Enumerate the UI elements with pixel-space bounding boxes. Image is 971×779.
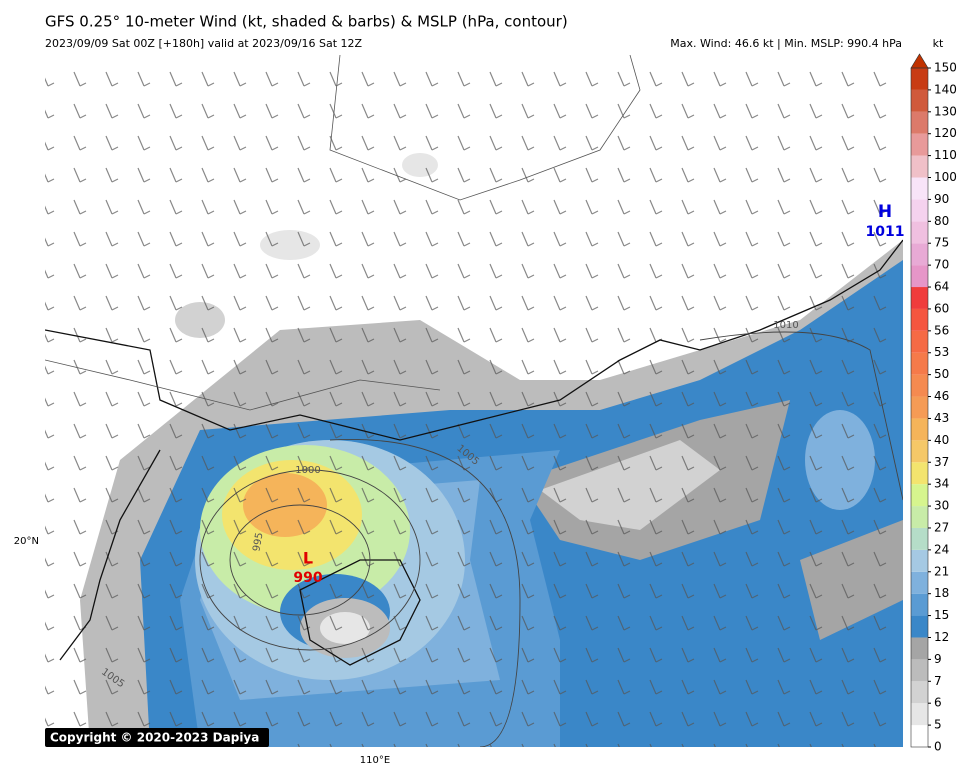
title: GFS 0.25° 10-meter Wind (kt, shaded & ba… [45, 13, 568, 31]
colorbar-segment [911, 68, 928, 90]
colorbar-label: 9 [934, 652, 942, 666]
colorbar-segment [911, 418, 928, 441]
colorbar-label: 37 [934, 455, 949, 469]
subtitle: 2023/09/09 Sat 00Z [+180h] valid at 2023… [45, 37, 363, 50]
colorbar-label: 46 [934, 389, 949, 403]
high-symbol: H [878, 202, 892, 222]
colorbar-segment [911, 265, 928, 288]
colorbar-segment [911, 506, 928, 528]
colorbar-label: 34 [934, 477, 949, 491]
colorbar-segment [911, 89, 928, 112]
colorbar: 0567912151821242730343740434650535660647… [910, 53, 957, 754]
colorbar-label: 60 [934, 301, 949, 315]
colorbar-label: 43 [934, 411, 949, 425]
colorbar-label: 150 [934, 61, 957, 75]
colorbar-label: 27 [934, 520, 949, 534]
map [45, 55, 903, 747]
lon-label: 110°E [360, 755, 390, 766]
colorbar-segment [911, 199, 928, 222]
colorbar-segment [911, 155, 928, 178]
colorbar-segment [911, 133, 928, 156]
colorbar-label: 140 [934, 82, 957, 96]
high-pressure: 1011 [866, 224, 905, 240]
colorbar-label: 75 [934, 236, 949, 250]
colorbar-label: 80 [934, 214, 949, 228]
colorbar-label: 21 [934, 564, 949, 578]
copyright: Copyright © 2020-2023 Dapiya [50, 731, 259, 745]
colorbar-segment [911, 637, 928, 660]
colorbar-label: 12 [934, 630, 949, 644]
colorbar-label: 6 [934, 696, 942, 710]
colorbar-segment [911, 396, 928, 419]
colorbar-label: 53 [934, 345, 949, 359]
contour-label: 1010 [773, 320, 798, 331]
colorbar-label: 130 [934, 104, 957, 118]
colorbar-segment [911, 308, 928, 331]
contour-label: 1000 [295, 465, 320, 476]
colorbar-label: 24 [934, 542, 949, 556]
colorbar-segment [911, 725, 928, 747]
colorbar-label: 50 [934, 367, 949, 381]
colorbar-segment [911, 221, 928, 244]
colorbar-segment [911, 462, 928, 485]
colorbar-label: 15 [934, 608, 949, 622]
colorbar-label: 56 [934, 323, 949, 337]
colorbar-segment [911, 374, 928, 397]
colorbar-segment [911, 615, 928, 638]
colorbar-extend [910, 53, 929, 69]
low-symbol: L [303, 549, 313, 568]
copyright-box [45, 728, 269, 747]
colorbar-label: 64 [934, 280, 949, 294]
contour-label: 995 [251, 532, 265, 553]
colorbar-segment [911, 549, 928, 572]
colorbar-label: 120 [934, 126, 957, 140]
colorbar-label: 90 [934, 192, 949, 206]
colorbar-label: 7 [934, 674, 942, 688]
colorbar-label: 110 [934, 148, 957, 162]
lat-label: 20°N [14, 536, 39, 547]
summary: Max. Wind: 46.6 kt | Min. MSLP: 990.4 hP… [670, 37, 902, 50]
colorbar-label: 100 [934, 170, 957, 184]
colorbar-segment [911, 659, 928, 682]
colorbar-label: 5 [934, 718, 942, 732]
low-pressure: 990 [293, 570, 322, 586]
colorbar-segment [911, 527, 928, 550]
colorbar-label: 40 [934, 433, 949, 447]
colorbar-segment [911, 177, 928, 200]
colorbar-label: 0 [934, 740, 942, 754]
colorbar-segment [911, 571, 928, 594]
colorbar-segment [911, 681, 928, 704]
colorbar-label: 30 [934, 499, 949, 513]
colorbar-segment [911, 352, 928, 375]
colorbar-segment [911, 111, 928, 134]
colorbar-segment [911, 440, 928, 463]
colorbar-segment [911, 330, 928, 353]
colorbar-segment [911, 593, 928, 616]
colorbar-unit: kt [933, 37, 944, 50]
colorbar-segment [911, 703, 928, 726]
colorbar-label: 18 [934, 586, 949, 600]
colorbar-frame [910, 67, 929, 748]
colorbar-segment [911, 287, 928, 309]
colorbar-segment [911, 484, 928, 507]
colorbar-label: 70 [934, 258, 949, 272]
colorbar-segment [911, 243, 928, 266]
